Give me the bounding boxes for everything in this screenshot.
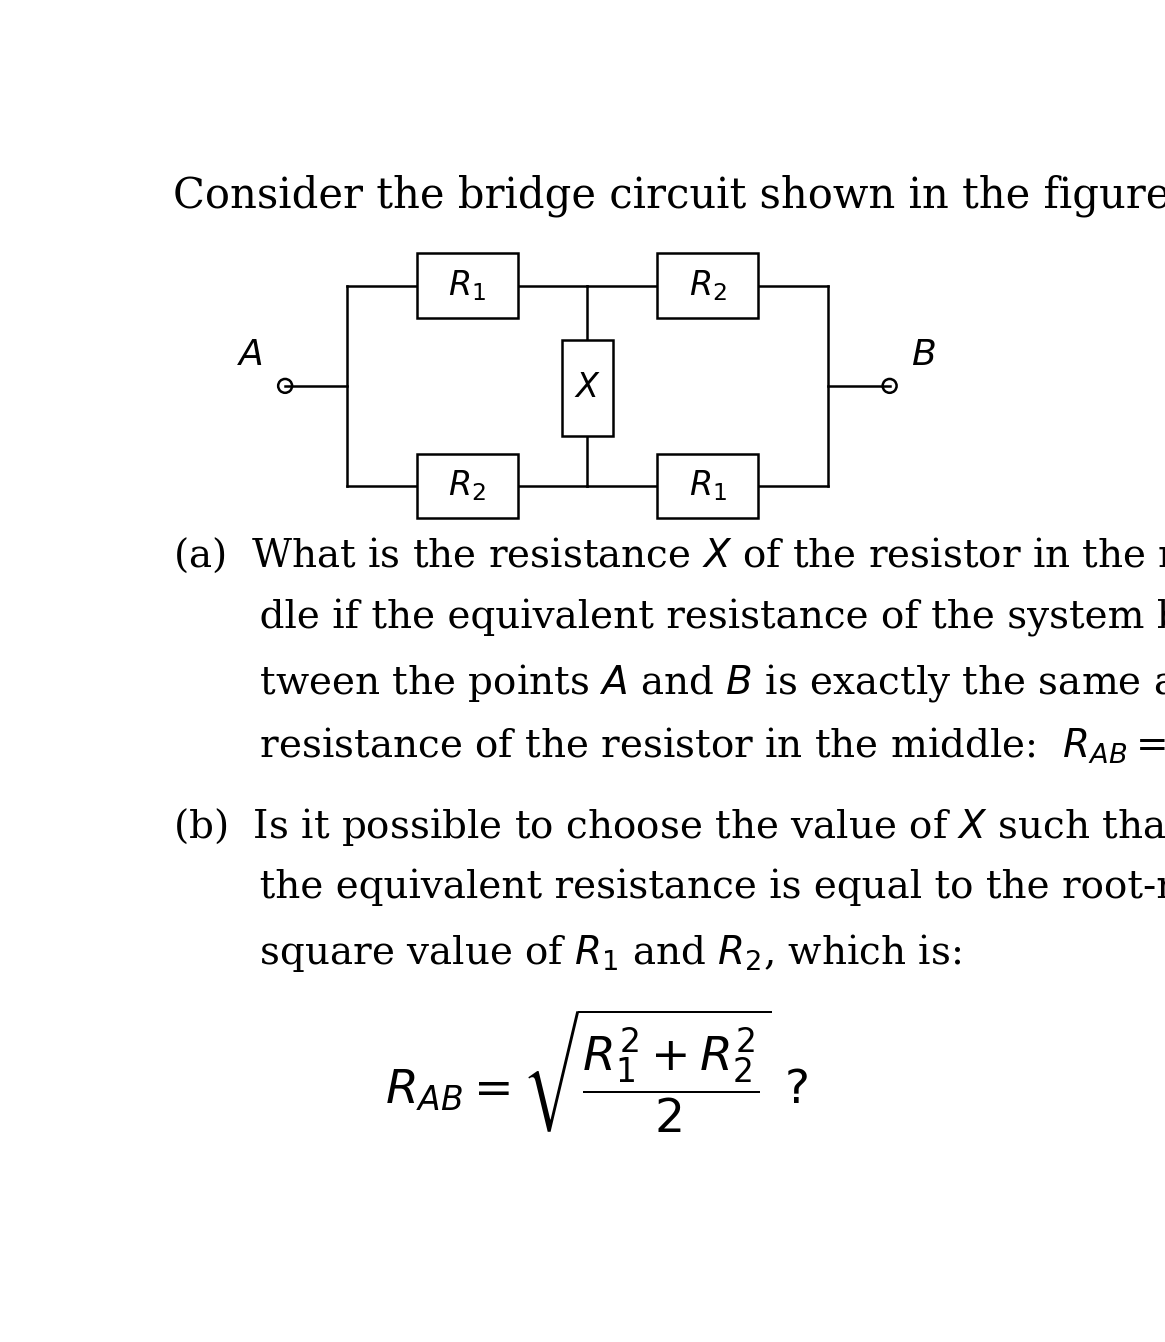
Text: $X$: $X$: [574, 372, 601, 404]
Text: Consider the bridge circuit shown in the figure.: Consider the bridge circuit shown in the…: [172, 174, 1165, 216]
Bar: [417, 454, 517, 518]
Text: dle if the equivalent resistance of the system be-: dle if the equivalent resistance of the …: [172, 599, 1165, 637]
Text: tween the points $A$ and $B$ is exactly the same as the: tween the points $A$ and $B$ is exactly …: [172, 663, 1165, 705]
Text: (a)  What is the resistance $X$ of the resistor in the mid-: (a) What is the resistance $X$ of the re…: [172, 535, 1165, 576]
Bar: [563, 340, 613, 436]
Bar: [657, 254, 758, 318]
Text: square value of $R_1$ and $R_2$, which is:: square value of $R_1$ and $R_2$, which i…: [172, 931, 961, 974]
Bar: [417, 254, 517, 318]
Text: $B$: $B$: [911, 338, 935, 372]
Text: $R_1$: $R_1$: [449, 268, 486, 303]
Text: $A$: $A$: [238, 338, 263, 372]
Bar: [657, 454, 758, 518]
Text: $R_{AB} = \sqrt{\dfrac{R_1^2 + R_2^2}{2}}\ ?$: $R_{AB} = \sqrt{\dfrac{R_1^2 + R_2^2}{2}…: [384, 1008, 809, 1135]
Text: the equivalent resistance is equal to the root-mean-: the equivalent resistance is equal to th…: [172, 868, 1165, 906]
Text: $R_2$: $R_2$: [689, 268, 727, 303]
Text: $R_2$: $R_2$: [449, 468, 486, 503]
Text: resistance of the resistor in the middle:  $R_{AB} = X$?: resistance of the resistor in the middle…: [172, 726, 1165, 766]
Text: $R_1$: $R_1$: [689, 468, 727, 503]
Text: (b)  Is it possible to choose the value of $X$ such that: (b) Is it possible to choose the value o…: [172, 805, 1165, 848]
